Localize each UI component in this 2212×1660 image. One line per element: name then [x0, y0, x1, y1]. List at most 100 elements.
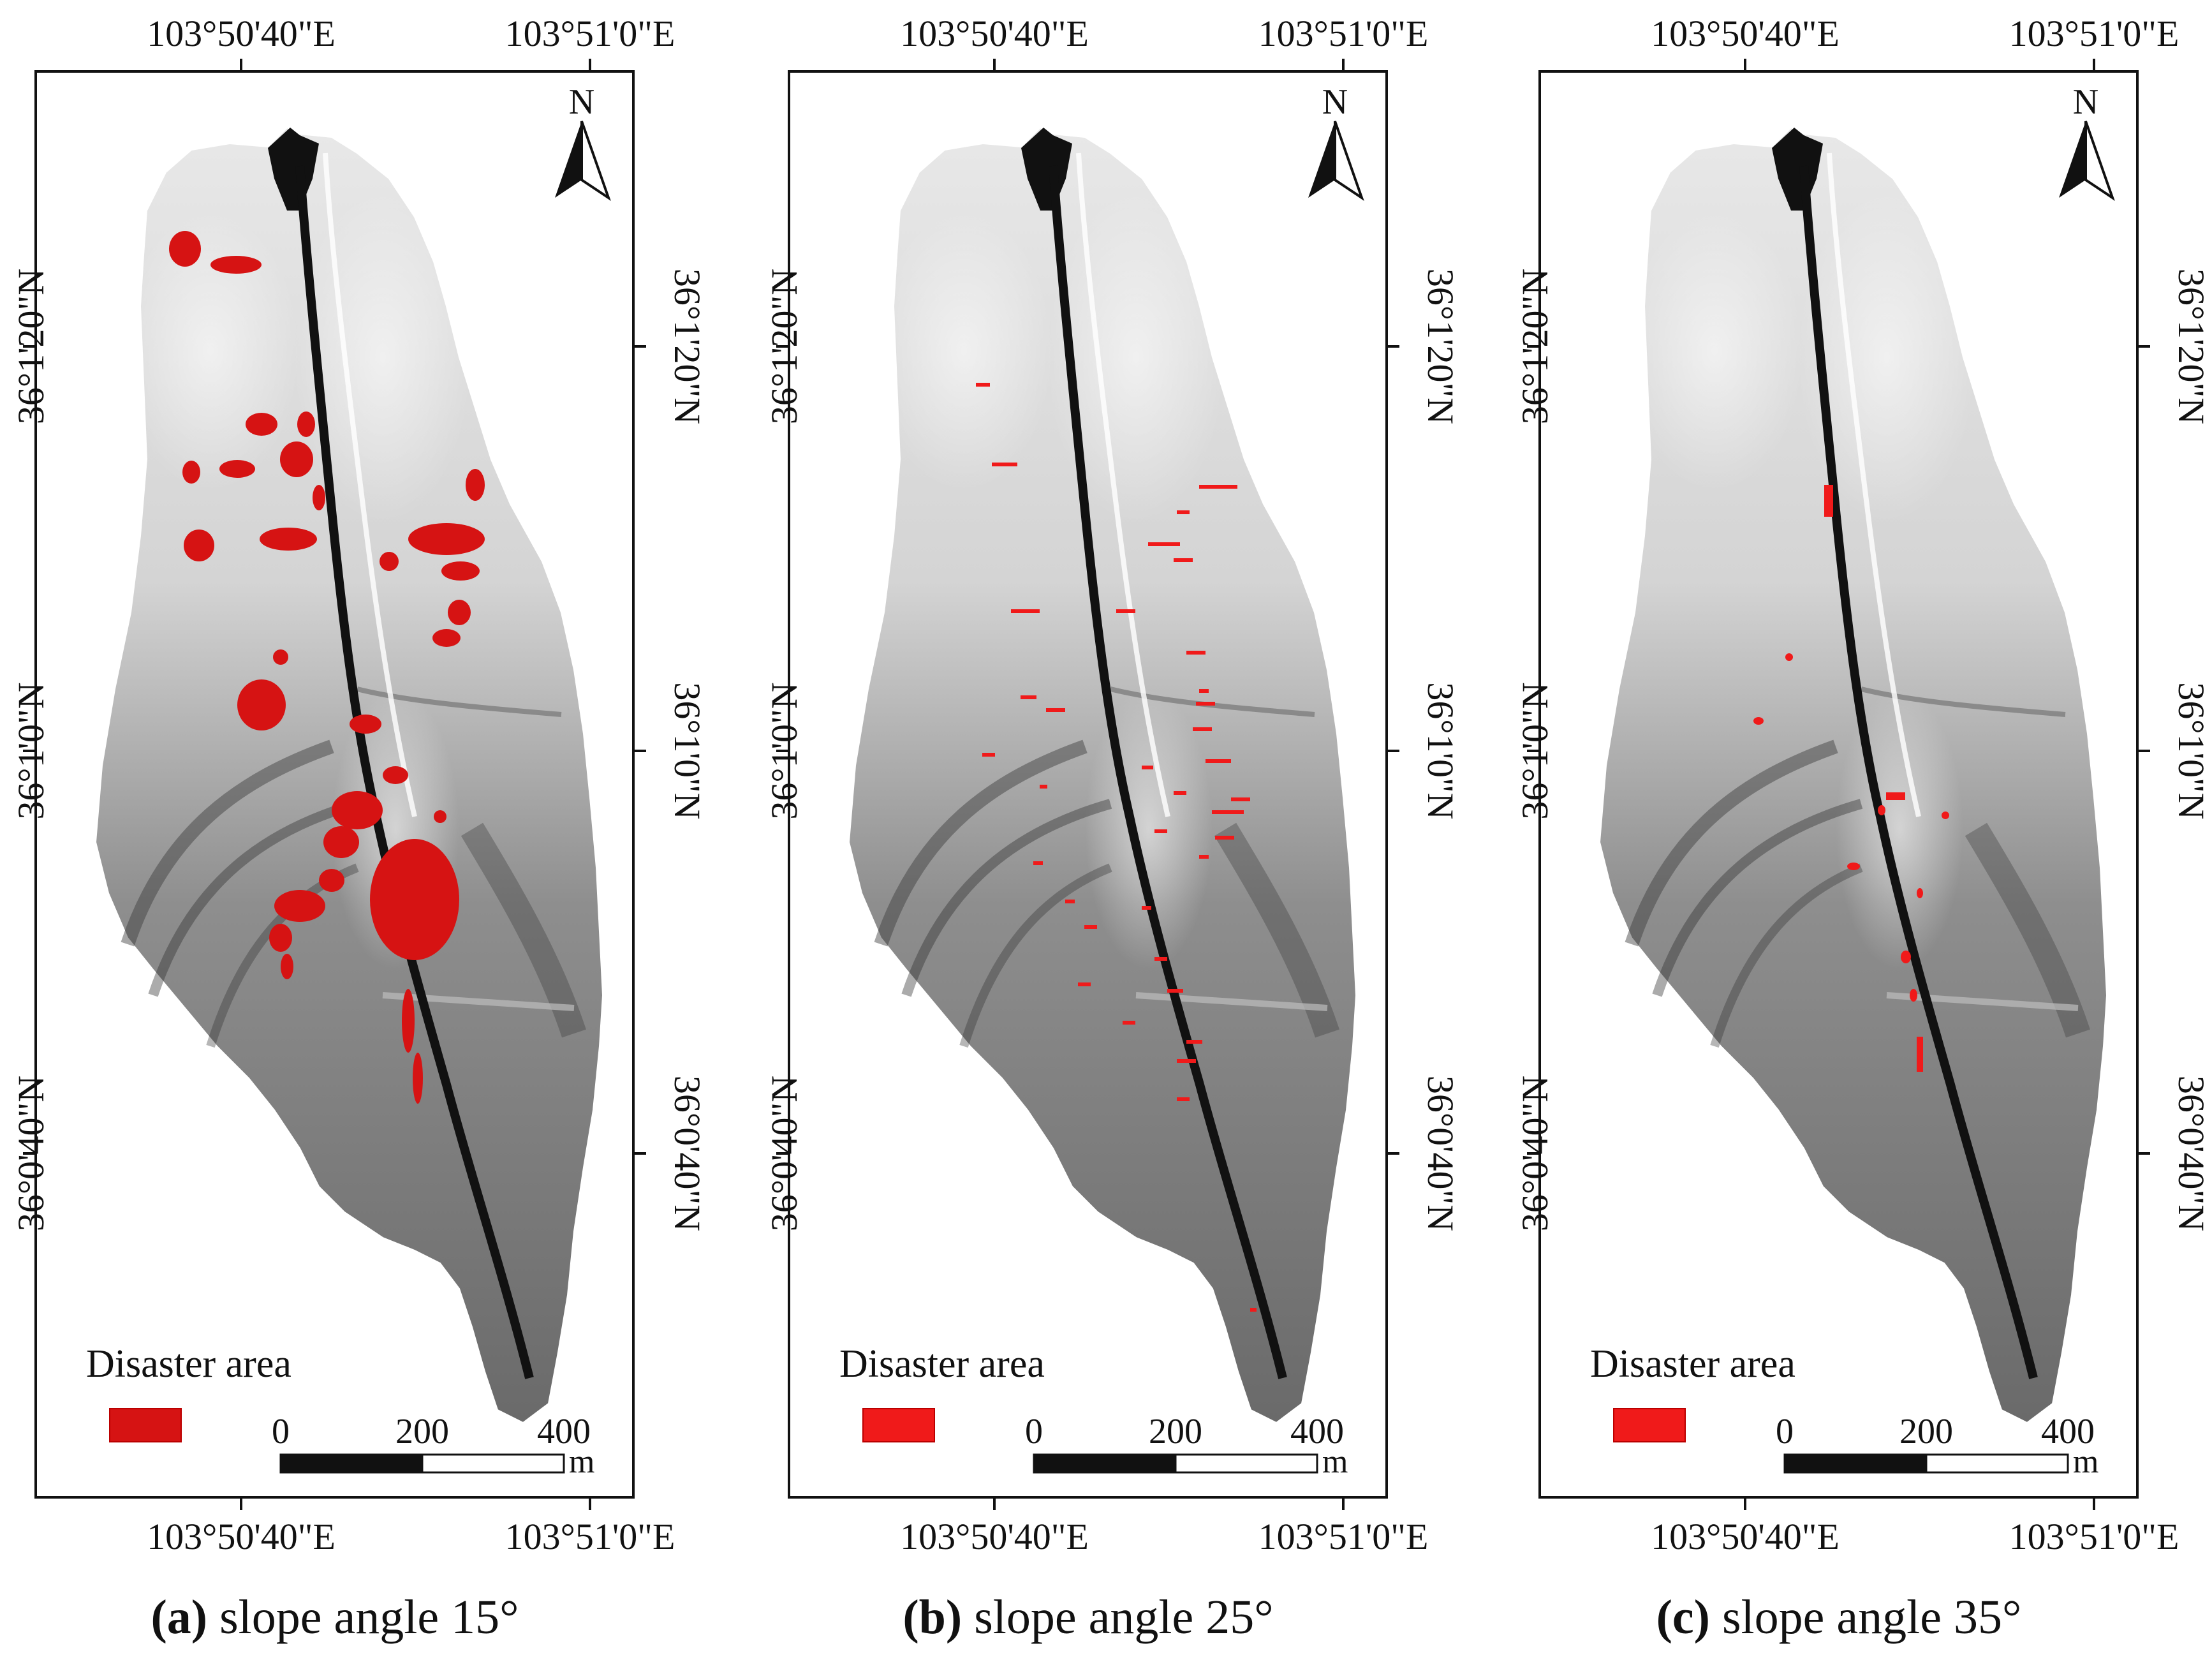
- scale-label: 200: [1149, 1412, 1202, 1451]
- scale-unit: m: [1322, 1444, 1348, 1480]
- legend-label: Disaster area: [839, 1342, 1045, 1386]
- north-label: N: [1322, 82, 1348, 122]
- disaster-patch: [1078, 982, 1091, 986]
- scale-label: 0: [272, 1412, 290, 1451]
- disaster-patch: [1824, 485, 1833, 517]
- left-latitude-label: 36°1'20"N: [1514, 269, 1556, 424]
- disaster-patch: [1040, 785, 1047, 789]
- disaster-patch: [1250, 1308, 1257, 1312]
- disaster-patch: [332, 791, 383, 829]
- disaster-patch: [1196, 702, 1215, 706]
- legend-swatch: [109, 1408, 182, 1442]
- disaster-patch: [1917, 888, 1923, 898]
- disaster-patch: [1123, 1021, 1135, 1025]
- disaster-patch: [281, 954, 293, 979]
- top-longitude-label: 103°50'40"E: [1651, 13, 1840, 54]
- north-arrow-icon: N: [555, 82, 611, 201]
- disaster-patch: [466, 469, 485, 501]
- right-latitude-label: 36°1'20"N: [1420, 269, 1461, 424]
- top-longitude-label: 103°51'0"E: [505, 13, 675, 54]
- left-latitude-label: 36°1'0"N: [1514, 682, 1556, 819]
- disaster-patch: [1878, 805, 1885, 815]
- left-latitude-label: 36°1'20"N: [10, 269, 52, 424]
- disaster-patch: [1199, 485, 1237, 489]
- disaster-patch: [380, 552, 399, 571]
- scale-label: 400: [2041, 1412, 2095, 1451]
- disaster-patch: [1910, 989, 1917, 1002]
- disaster-patch: [246, 413, 277, 436]
- disaster-patch: [313, 485, 325, 510]
- north-arrow-icon: N: [2059, 82, 2115, 201]
- scale-unit: m: [2073, 1444, 2098, 1480]
- bottom-longitude-label: 103°50'40"E: [900, 1516, 1089, 1557]
- disaster-patch: [370, 839, 459, 960]
- disaster-patch: [237, 679, 286, 730]
- panel-caption: (c) slope angle 35°: [1656, 1590, 2022, 1644]
- disaster-patch: [1785, 653, 1793, 661]
- disaster-patch: [1177, 510, 1190, 514]
- disaster-patch: [982, 753, 995, 757]
- graticule-ticks: [23, 59, 646, 1510]
- disaster-patch: [260, 528, 317, 551]
- scale-unit: m: [569, 1444, 594, 1480]
- legend-label: Disaster area: [86, 1342, 291, 1386]
- caption-text: slope angle 15°: [207, 1590, 519, 1644]
- north-label: N: [2073, 82, 2098, 122]
- scale-label: 200: [1899, 1412, 1953, 1451]
- disaster-patch: [1886, 792, 1905, 800]
- disaster-patch: [432, 629, 461, 647]
- disaster-patch: [1186, 651, 1206, 655]
- main-channel: [1049, 165, 1287, 1379]
- disaster-patch: [1167, 989, 1183, 993]
- disaster-patch: [1116, 609, 1135, 613]
- north-arrow-icon: N: [1308, 82, 1364, 201]
- disaster-patch: [1142, 906, 1151, 910]
- north-label: N: [569, 82, 594, 122]
- disaster-patch: [1154, 957, 1167, 961]
- disaster-patch: [1021, 695, 1036, 699]
- disaster-patch: [1942, 811, 1949, 819]
- disaster-patch: [350, 715, 381, 734]
- legend-label: Disaster area: [1590, 1342, 1795, 1386]
- top-longitude-label: 103°51'0"E: [1258, 13, 1429, 54]
- disaster-patch: [182, 461, 200, 484]
- disaster-patch: [1033, 861, 1043, 865]
- disaster-patch: [1199, 855, 1209, 859]
- disaster-patch: [1177, 1097, 1190, 1101]
- disaster-patch: [1193, 727, 1212, 731]
- disaster-patch: [1199, 689, 1209, 693]
- terrain-shading: [874, 191, 1339, 1048]
- disaster-patch: [273, 649, 288, 665]
- graticule-ticks: [776, 59, 1399, 1510]
- top-longitude-label: 103°50'40"E: [147, 13, 335, 54]
- scale-label: 0: [1025, 1412, 1043, 1451]
- left-latitude-label: 36°0'40"N: [10, 1076, 52, 1231]
- left-latitude-label: 36°0'40"N: [763, 1076, 805, 1231]
- bottom-longitude-label: 103°51'0"E: [505, 1516, 675, 1557]
- disaster-patch: [1154, 829, 1167, 833]
- map-panel-a: 103°50'40"E 103°51'0"E 103°50'40"E 103°51'0…: [10, 13, 708, 1644]
- disaster-patch: [441, 561, 480, 581]
- disaster-patch: [1212, 810, 1244, 814]
- disaster-areas: [976, 383, 1257, 1312]
- disaster-patch: [1046, 708, 1065, 712]
- disaster-patch: [1142, 766, 1153, 769]
- bottom-longitude-label: 103°50'40"E: [1651, 1516, 1840, 1557]
- disaster-patch: [184, 530, 214, 561]
- graticule-ticks: [1527, 59, 2150, 1510]
- disaster-patch: [1148, 542, 1180, 546]
- legend-swatch: [1613, 1408, 1686, 1442]
- disaster-patch: [219, 460, 255, 478]
- scale-label: 200: [395, 1412, 449, 1451]
- panel-caption: (b) slope angle 25°: [903, 1590, 1273, 1644]
- left-latitude-label: 36°1'20"N: [763, 269, 805, 424]
- disaster-patch: [169, 231, 201, 267]
- caption-letter: (a): [151, 1590, 207, 1644]
- disaster-patch: [1215, 836, 1234, 840]
- top-longitude-label: 103°51'0"E: [2009, 13, 2179, 54]
- disaster-patch: [1753, 717, 1764, 725]
- left-latitude-label: 36°1'0"N: [10, 682, 52, 819]
